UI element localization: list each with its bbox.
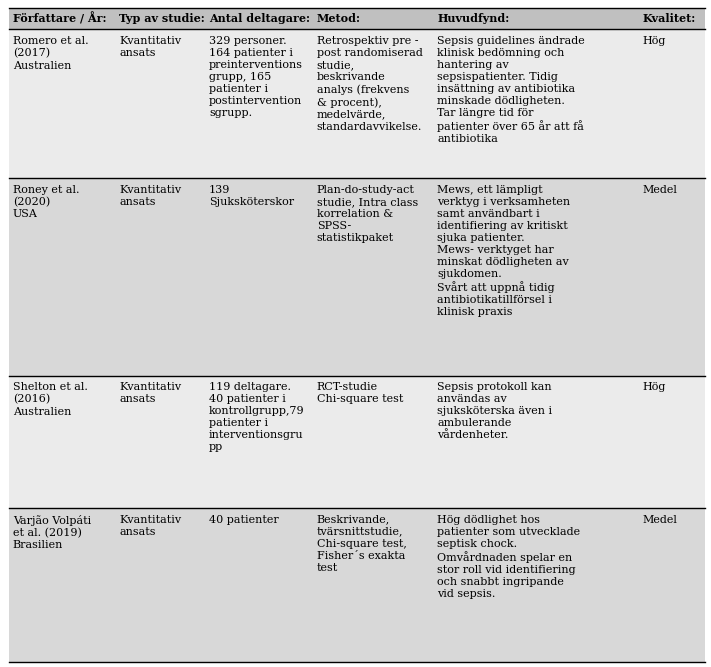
Text: Varjão Volpáti
et al. (2019)
Brasilien: Varjão Volpáti et al. (2019) Brasilien (13, 514, 91, 550)
Text: Antal deltagare:: Antal deltagare: (209, 13, 310, 24)
Text: Kvantitativ
ansats: Kvantitativ ansats (119, 36, 181, 58)
Text: Hög: Hög (642, 36, 665, 46)
Text: Medel: Medel (642, 185, 677, 195)
Text: Kvantitativ
ansats: Kvantitativ ansats (119, 514, 181, 536)
Text: Romero et al.
(2017)
Australien: Romero et al. (2017) Australien (13, 36, 88, 71)
Text: 40 patienter: 40 patienter (209, 514, 279, 524)
Text: Metod:: Metod: (316, 13, 360, 24)
Text: Hög: Hög (642, 382, 665, 392)
Text: Mews, ett lämpligt
verktyg i verksamheten
samt användbart i
identifiering av kri: Mews, ett lämpligt verktyg i verksamhete… (437, 185, 570, 317)
Text: Sepsis protokoll kan
användas av
sjuksköterska även i
ambulerande
vårdenheter.: Sepsis protokoll kan användas av sjukskö… (437, 382, 552, 440)
Text: Retrospektiv pre -
post randomiserad
studie,
beskrivande
analys (frekvens
& proc: Retrospektiv pre - post randomiserad stu… (316, 36, 422, 131)
Text: 119 deltagare.
40 patienter i
kontrollgrupp,79
patienter i
interventionsgru
pp: 119 deltagare. 40 patienter i kontrollgr… (209, 382, 304, 452)
Text: Medel: Medel (642, 514, 677, 524)
Text: Typ av studie:: Typ av studie: (119, 13, 205, 24)
Bar (9, 29, 705, 178)
Bar (9, 178, 705, 376)
Text: RCT-studie
Chi-square test: RCT-studie Chi-square test (316, 382, 403, 404)
Text: Plan-do-study-act
studie, Intra class
korrelation &
SPSS-
statistikpaket: Plan-do-study-act studie, Intra class ko… (316, 185, 418, 243)
Text: Roney et al.
(2020)
USA: Roney et al. (2020) USA (13, 185, 80, 219)
Text: Beskrivande,
tvärsnittstudie,
Chi-square test,
Fisher´s exakta
test: Beskrivande, tvärsnittstudie, Chi-square… (316, 514, 407, 572)
Text: Författare / År:: Författare / År: (13, 13, 107, 25)
Bar (9, 376, 705, 508)
Text: Shelton et al.
(2016)
Australien: Shelton et al. (2016) Australien (13, 382, 87, 417)
Text: Hög dödlighet hos
patienter som utvecklade
septisk chock.
Omvårdnaden spelar en
: Hög dödlighet hos patienter som utveckla… (437, 514, 580, 599)
Text: 139
Sjuksköterskor: 139 Sjuksköterskor (209, 185, 294, 207)
Text: 329 personer.
164 patienter i
preinterventions
grupp, 165
patienter i
postinterv: 329 personer. 164 patienter i preinterve… (209, 36, 303, 118)
Bar (9, 8, 705, 29)
Text: Huvudfynd:: Huvudfynd: (437, 13, 510, 24)
Bar (9, 508, 705, 662)
Text: Kvantitativ
ansats: Kvantitativ ansats (119, 185, 181, 207)
Text: Kvantitativ
ansats: Kvantitativ ansats (119, 382, 181, 404)
Text: Kvalitet:: Kvalitet: (642, 13, 695, 24)
Text: Sepsis guidelines ändrade
klinisk bedömning och
hantering av
sepsispatienter. Ti: Sepsis guidelines ändrade klinisk bedömn… (437, 36, 585, 145)
